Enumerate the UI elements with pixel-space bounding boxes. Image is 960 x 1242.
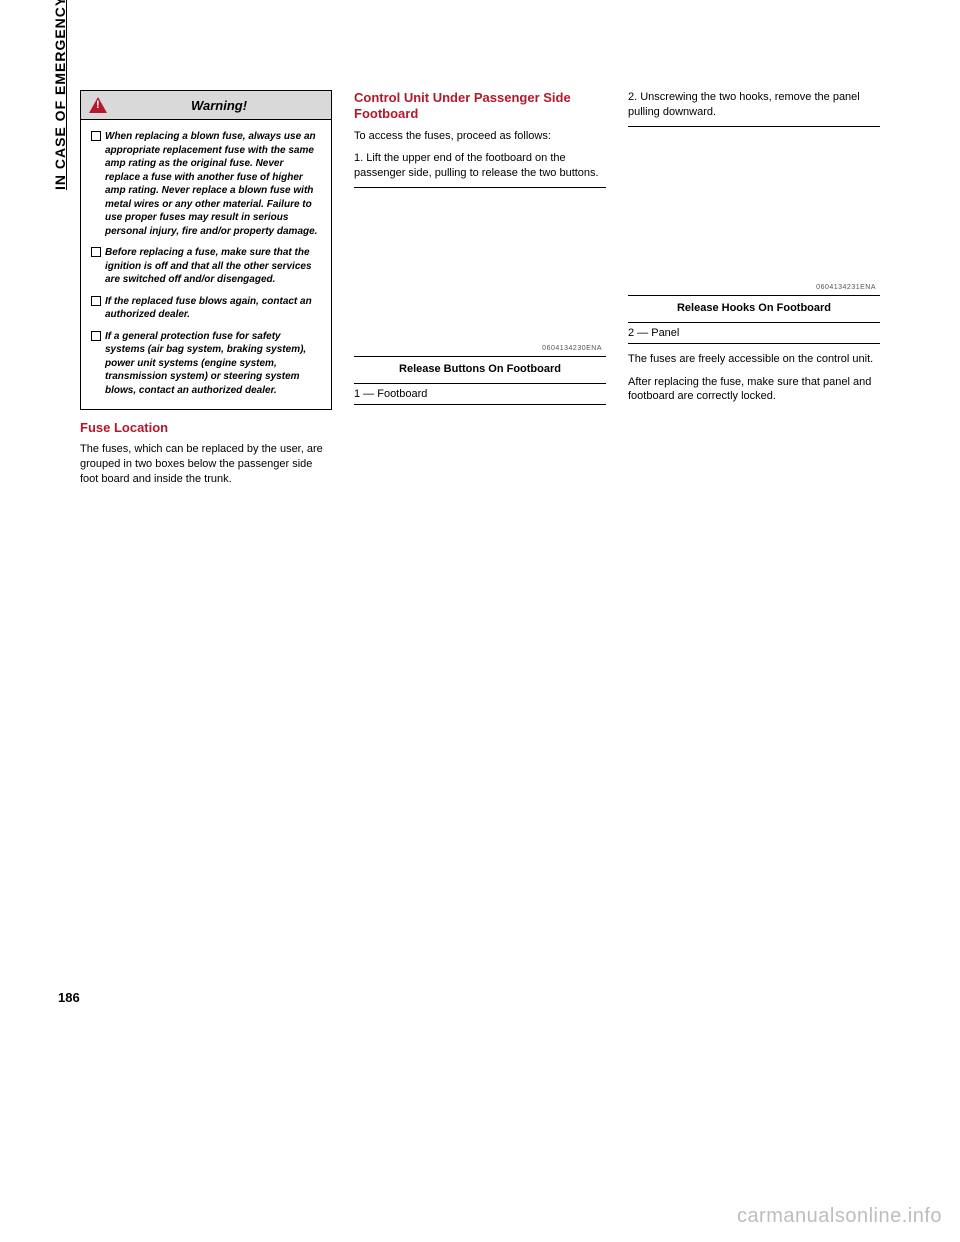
page-content: IN CASE OF EMERGENCY Warning! When repla… bbox=[80, 90, 880, 980]
figure-footboard-buttons: 0604134230ENA bbox=[354, 187, 606, 357]
control-unit-heading: Control Unit Under Passenger Side Footbo… bbox=[354, 90, 606, 123]
page-number: 186 bbox=[58, 990, 80, 1005]
warning-item: If a general protection fuse for safety … bbox=[91, 330, 321, 398]
fuse-location-heading: Fuse Location bbox=[80, 420, 332, 436]
columns-layout: Warning! When replacing a blown fuse, al… bbox=[80, 90, 880, 980]
warning-body: When replacing a blown fuse, always use … bbox=[81, 120, 331, 409]
warning-box: Warning! When replacing a blown fuse, al… bbox=[80, 90, 332, 410]
after-replace-text: After replacing the fuse, make sure that… bbox=[628, 375, 880, 405]
figure-legend: 2 — Panel bbox=[628, 322, 880, 344]
figure-id: 0604134230ENA bbox=[542, 345, 602, 352]
figure-caption: Release Hooks On Footboard bbox=[628, 302, 880, 314]
intro-text: To access the fuses, proceed as follows: bbox=[354, 129, 606, 144]
figure-legend: 1 — Footboard bbox=[354, 383, 606, 405]
section-side-label: IN CASE OF EMERGENCY bbox=[52, 0, 68, 190]
step-1: 1. Lift the upper end of the footboard o… bbox=[354, 151, 606, 181]
warning-title: Warning! bbox=[115, 98, 323, 113]
warning-triangle-icon bbox=[89, 97, 107, 113]
watermark: carmanualsonline.info bbox=[737, 1205, 942, 1228]
accessible-text: The fuses are freely accessible on the c… bbox=[628, 352, 880, 367]
step-2: 2. Unscrewing the two hooks, remove the … bbox=[628, 90, 880, 120]
warning-item: When replacing a blown fuse, always use … bbox=[91, 130, 321, 238]
column-1: Warning! When replacing a blown fuse, al… bbox=[80, 90, 332, 980]
warning-item: Before replacing a fuse, make sure that … bbox=[91, 246, 321, 287]
warning-header: Warning! bbox=[81, 91, 331, 120]
figure-footboard-hooks: 0604134231ENA bbox=[628, 126, 880, 296]
column-3: 2. Unscrewing the two hooks, remove the … bbox=[628, 90, 880, 980]
fuse-location-text: The fuses, which can be replaced by the … bbox=[80, 442, 332, 487]
figure-caption: Release Buttons On Footboard bbox=[354, 363, 606, 375]
column-2: Control Unit Under Passenger Side Footbo… bbox=[354, 90, 606, 980]
figure-id: 0604134231ENA bbox=[816, 284, 876, 291]
warning-item: If the replaced fuse blows again, contac… bbox=[91, 295, 321, 322]
